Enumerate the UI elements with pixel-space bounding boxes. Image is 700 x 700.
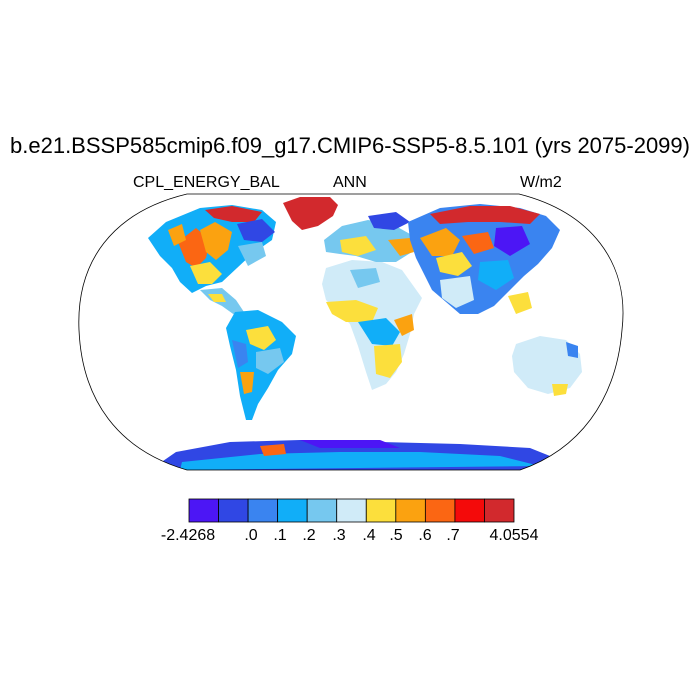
globe-outline (78, 193, 624, 471)
colorbar-tick-label: .1 (273, 527, 287, 544)
colorbar (188, 498, 515, 523)
colorbar-swatch (424, 498, 456, 523)
colorbar-tick-label: 4.0554 (489, 527, 539, 544)
colorbar-swatch (336, 498, 367, 523)
colorbar-swatch (484, 498, 515, 523)
colorbar-tick-label: .2 (302, 527, 316, 544)
colorbar-swatch (247, 498, 279, 523)
colorbar-tick-label: .7 (446, 527, 460, 544)
colorbar-tick-label: -2.4268 (160, 527, 216, 544)
colorbar-swatch (277, 498, 308, 523)
variable-label: CPL_ENERGY_BAL (133, 174, 280, 191)
colorbar-tick-label: .5 (389, 527, 403, 544)
season-label: ANN (333, 174, 367, 191)
australia-region (512, 336, 582, 394)
colorbar-swatch (218, 498, 249, 523)
colorbar-tick-label: .6 (418, 527, 432, 544)
colorbar-swatch (365, 498, 397, 523)
colorbar-swatch (454, 498, 485, 523)
colorbar-swatch (306, 498, 338, 523)
colorbar-tick-label: .4 (362, 527, 376, 544)
colorbar-swatch (188, 498, 219, 523)
colorbar-tick-label: .0 (244, 527, 258, 544)
colorbar-swatch (395, 498, 426, 523)
colorbar-tick-label: .3 (332, 527, 346, 544)
units-label: W/m2 (520, 174, 562, 191)
plot-title: b.e21.BSSP585cmip6.f09_g17.CMIP6-SSP5-8.… (10, 133, 690, 158)
land-field (148, 197, 582, 470)
greenland-region (283, 197, 338, 230)
